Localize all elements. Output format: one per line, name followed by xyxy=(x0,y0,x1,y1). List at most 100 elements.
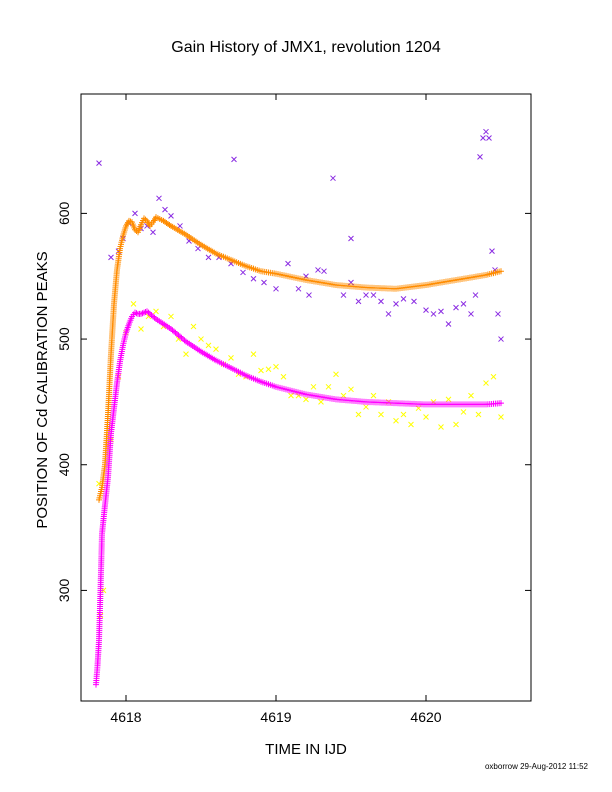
series-2-point xyxy=(472,292,479,298)
series-3-point xyxy=(213,346,219,352)
series-2-point xyxy=(477,153,483,160)
series-2-point xyxy=(483,128,489,135)
series-2-point xyxy=(498,336,504,342)
series-2-point xyxy=(363,292,369,298)
x-tick-label: 4619 xyxy=(260,709,291,725)
series-3-point xyxy=(198,336,204,342)
y-tick-label: 400 xyxy=(56,453,72,477)
series-3-point xyxy=(483,380,489,386)
series-2-point xyxy=(240,269,246,276)
series-1-mark xyxy=(498,400,504,407)
series-2-point xyxy=(132,210,138,217)
series-2-point xyxy=(453,304,459,311)
series-2-point xyxy=(378,298,384,305)
series-3-point xyxy=(258,367,264,374)
y-axis: 300 400 500 600 xyxy=(56,201,531,602)
series-3-point xyxy=(273,363,279,370)
series-3-point xyxy=(348,386,354,393)
x-axis-label: TIME IN IJD xyxy=(265,741,347,758)
series-2-point xyxy=(231,156,237,163)
series-2-point xyxy=(250,275,257,282)
series-3-point xyxy=(265,366,272,373)
series-3-point xyxy=(408,421,414,428)
series-2-point xyxy=(370,292,377,298)
series-3-point xyxy=(325,383,332,390)
series-2-point xyxy=(393,301,399,307)
series-3-point xyxy=(228,355,234,361)
series-2-point xyxy=(205,254,212,261)
series-2-point xyxy=(489,248,495,254)
series-2-point xyxy=(438,308,444,315)
series-3-point xyxy=(393,417,399,424)
series-2-point xyxy=(385,311,392,317)
series-2-point xyxy=(330,175,336,182)
series-2-point xyxy=(480,135,486,141)
series-2-point xyxy=(261,279,267,286)
series-3-point xyxy=(168,313,174,320)
series-3-point xyxy=(475,411,482,418)
series-3-point xyxy=(205,342,212,349)
series-3-point xyxy=(378,411,384,418)
y-tick-label: 300 xyxy=(56,579,72,603)
series-3-point xyxy=(453,421,459,428)
series-3-point xyxy=(303,396,309,403)
series-3-point xyxy=(183,351,189,357)
series-3-point xyxy=(138,326,144,332)
series-2-point xyxy=(411,298,417,305)
series-2-point xyxy=(445,321,452,327)
y-axis-label: POSITION OF Cd CALIBRATION PEAKS xyxy=(34,251,51,528)
series-2-point xyxy=(423,307,429,314)
series-2-point xyxy=(150,229,156,236)
series-3-point xyxy=(445,396,452,403)
chart-title: Gain History of JMX1, revolution 1204 xyxy=(171,39,441,56)
series-3-point xyxy=(468,392,474,399)
series-3-point xyxy=(400,411,407,418)
series-2-point xyxy=(195,245,201,252)
series-2-point xyxy=(495,311,501,317)
series-2-point xyxy=(468,311,474,317)
series-3-point xyxy=(280,373,287,380)
series-3-point xyxy=(333,371,339,378)
series-3-point xyxy=(288,392,294,399)
footer-credit: oxborrow 29-Aug-2012 11:52 xyxy=(485,762,589,771)
series-3-point xyxy=(355,411,362,418)
series-2-point xyxy=(273,285,279,292)
series-3-point xyxy=(190,323,197,330)
series-3-point xyxy=(460,409,467,415)
series-2-point xyxy=(348,235,354,242)
series-3-point xyxy=(318,399,324,405)
series-2-point xyxy=(306,292,312,298)
series-2-point xyxy=(321,268,327,275)
x-axis: 4618 4619 4620 xyxy=(110,94,442,725)
data-marks xyxy=(93,128,504,688)
series-2-point xyxy=(177,223,183,229)
x-tick-label: 4618 xyxy=(110,709,141,725)
series-2-point xyxy=(355,298,362,305)
series-3-point xyxy=(250,351,257,357)
series-3-point xyxy=(363,404,369,410)
series-2-point xyxy=(460,301,467,307)
series-3-point xyxy=(370,392,377,399)
series-3-point xyxy=(153,308,159,315)
series-2-point xyxy=(486,135,492,141)
series-2-point xyxy=(108,254,114,261)
series-2-point xyxy=(162,206,168,213)
series-3-point xyxy=(310,383,317,390)
plot-frame xyxy=(80,93,532,702)
y-tick-label: 600 xyxy=(56,201,72,225)
series-3-point xyxy=(438,424,444,430)
series-2-point xyxy=(315,267,321,273)
series-3-point xyxy=(423,414,429,420)
series-2-point xyxy=(295,285,302,292)
series-3-point xyxy=(498,414,504,420)
series-3-point xyxy=(490,373,497,380)
series-2-point xyxy=(400,295,407,302)
series-1-mark xyxy=(133,310,140,317)
series-3-point xyxy=(130,301,137,307)
series-2-point xyxy=(340,292,347,298)
series-2-point xyxy=(96,160,102,166)
series-2-point xyxy=(168,213,174,219)
series-2-point xyxy=(348,279,354,286)
series-2-point xyxy=(285,260,291,267)
series-2-point xyxy=(430,311,437,317)
